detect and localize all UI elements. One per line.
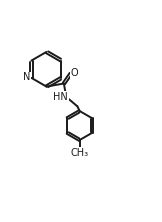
Text: HN: HN — [53, 92, 68, 102]
Text: N: N — [23, 72, 30, 82]
Text: CH₃: CH₃ — [71, 148, 89, 158]
Text: O: O — [71, 68, 79, 78]
